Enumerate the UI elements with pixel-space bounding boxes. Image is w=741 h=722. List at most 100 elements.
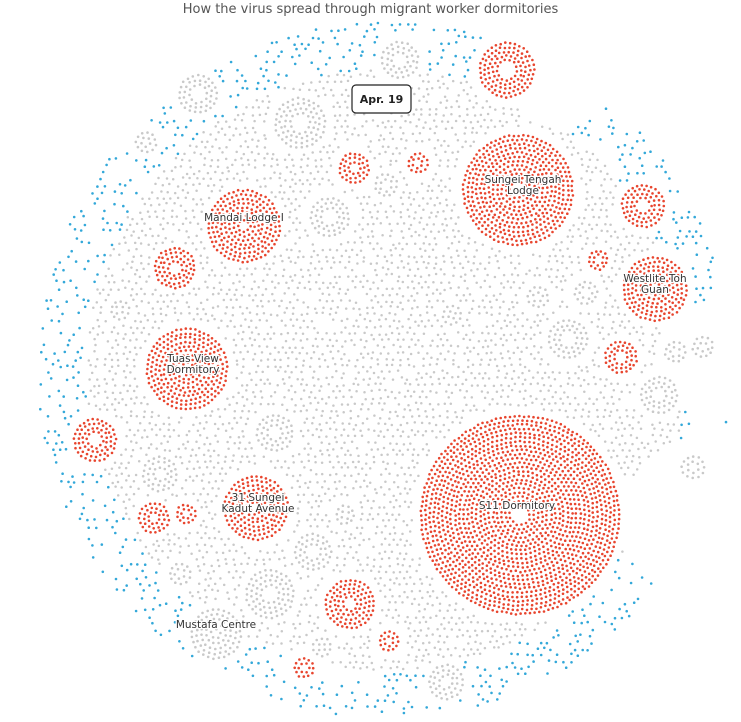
community-dot	[65, 378, 69, 382]
dormitory-dot	[597, 364, 601, 368]
dormitory-dot	[581, 163, 584, 167]
dormitory-dot	[231, 459, 234, 463]
dormitory-dot	[130, 266, 133, 269]
dormitory-dot	[635, 330, 639, 334]
dormitory-dot	[244, 447, 247, 451]
dormitory-dot	[487, 363, 491, 366]
community-dot	[251, 674, 255, 678]
dormitory-dot	[434, 423, 438, 427]
dormitory-dot	[407, 345, 411, 349]
community-dot	[516, 672, 520, 676]
community-dot	[143, 563, 147, 566]
community-dot	[311, 36, 315, 40]
dormitory-dot	[332, 389, 335, 393]
dormitory-dot	[140, 300, 144, 303]
dormitory-dot	[407, 653, 410, 657]
dormitory-dot	[311, 433, 315, 437]
dormitory-dot	[229, 466, 232, 469]
infected-dot	[501, 197, 505, 200]
dormitory-dot	[380, 531, 384, 534]
dormitory-dot	[443, 332, 446, 336]
dormitory-dot	[322, 86, 325, 90]
dormitory-dot	[364, 462, 368, 465]
dormitory-dot	[281, 197, 284, 201]
dormitory-dot	[216, 120, 220, 124]
infected-dot	[184, 327, 188, 330]
dormitory-dot	[192, 467, 196, 471]
dormitory-dot	[446, 120, 450, 124]
infected-dot	[260, 519, 264, 523]
dormitory-dot	[612, 196, 615, 199]
dormitory-dot	[492, 294, 496, 297]
dormitory-dot	[266, 332, 270, 336]
infected-dot	[186, 358, 189, 361]
dormitory-dot	[370, 402, 373, 405]
dormitory-dot	[306, 575, 310, 578]
infected-dot	[246, 228, 249, 232]
dormitory-dot	[593, 351, 597, 354]
dormitory-dot	[306, 518, 309, 522]
dormitory-dot	[240, 545, 244, 549]
dormitory-dot	[466, 346, 469, 350]
dormitory-dot	[232, 134, 235, 137]
dormitory-dot	[425, 305, 429, 309]
dormitory-dot	[191, 242, 195, 245]
dormitory-dot	[132, 389, 136, 393]
community-dot	[136, 563, 139, 566]
dormitory-dot	[253, 395, 257, 399]
dormitory-dot	[253, 338, 257, 342]
community-dot	[688, 230, 691, 233]
community-dot	[711, 256, 714, 260]
infected-dot	[645, 304, 649, 307]
dormitory-dot	[298, 204, 301, 208]
dormitory-dot	[522, 337, 526, 340]
dormitory-dot	[455, 293, 459, 297]
dormitory-dot	[273, 391, 277, 394]
infected-dot	[276, 501, 280, 505]
infected-dot	[205, 349, 208, 353]
dormitory-dot	[479, 125, 483, 128]
dormitory-dot	[472, 404, 476, 407]
dormitory-dot	[206, 298, 209, 302]
community-dot	[214, 114, 217, 118]
community-dot	[247, 668, 250, 671]
dormitory-dot	[335, 440, 338, 444]
infected-dot	[509, 503, 512, 507]
dormitory-dot	[334, 396, 338, 399]
dormitory-dot	[524, 333, 528, 336]
infected-dot	[171, 367, 174, 371]
community-dot	[133, 538, 137, 542]
dormitory-dot	[292, 87, 295, 91]
community-dot	[320, 73, 323, 77]
dormitory-dot	[127, 280, 131, 283]
infected-dot	[213, 235, 217, 239]
infected-dot	[271, 234, 275, 238]
dormitory-dot	[652, 352, 656, 356]
dormitory-dot	[444, 185, 447, 189]
infected-dot	[267, 513, 271, 516]
dormitory-dot	[97, 391, 100, 395]
dormitory-dot	[184, 492, 187, 496]
dormitory-dot	[343, 647, 346, 650]
dormitory-dot	[192, 172, 196, 176]
dormitory-dot	[315, 311, 318, 315]
community-dot	[333, 36, 337, 40]
community-dot	[47, 430, 50, 433]
community-dot	[262, 74, 265, 78]
community-dot	[676, 236, 680, 239]
infected-dot	[220, 372, 224, 375]
infected-dot	[513, 205, 516, 209]
dormitory-dot	[435, 391, 438, 394]
dormitory-dot	[273, 171, 276, 174]
infected-dot	[227, 257, 231, 260]
dormitory-dot	[541, 313, 545, 316]
dormitory-dot	[87, 402, 91, 406]
infected-dot	[224, 374, 227, 378]
dormitory-dot	[376, 242, 379, 245]
dormitory-dot	[158, 203, 161, 206]
dormitory-dot	[461, 382, 464, 386]
dormitory-dot	[450, 616, 453, 619]
infected-dot	[206, 343, 210, 347]
dormitory-dot	[309, 513, 312, 516]
dormitory-dot	[346, 125, 349, 128]
